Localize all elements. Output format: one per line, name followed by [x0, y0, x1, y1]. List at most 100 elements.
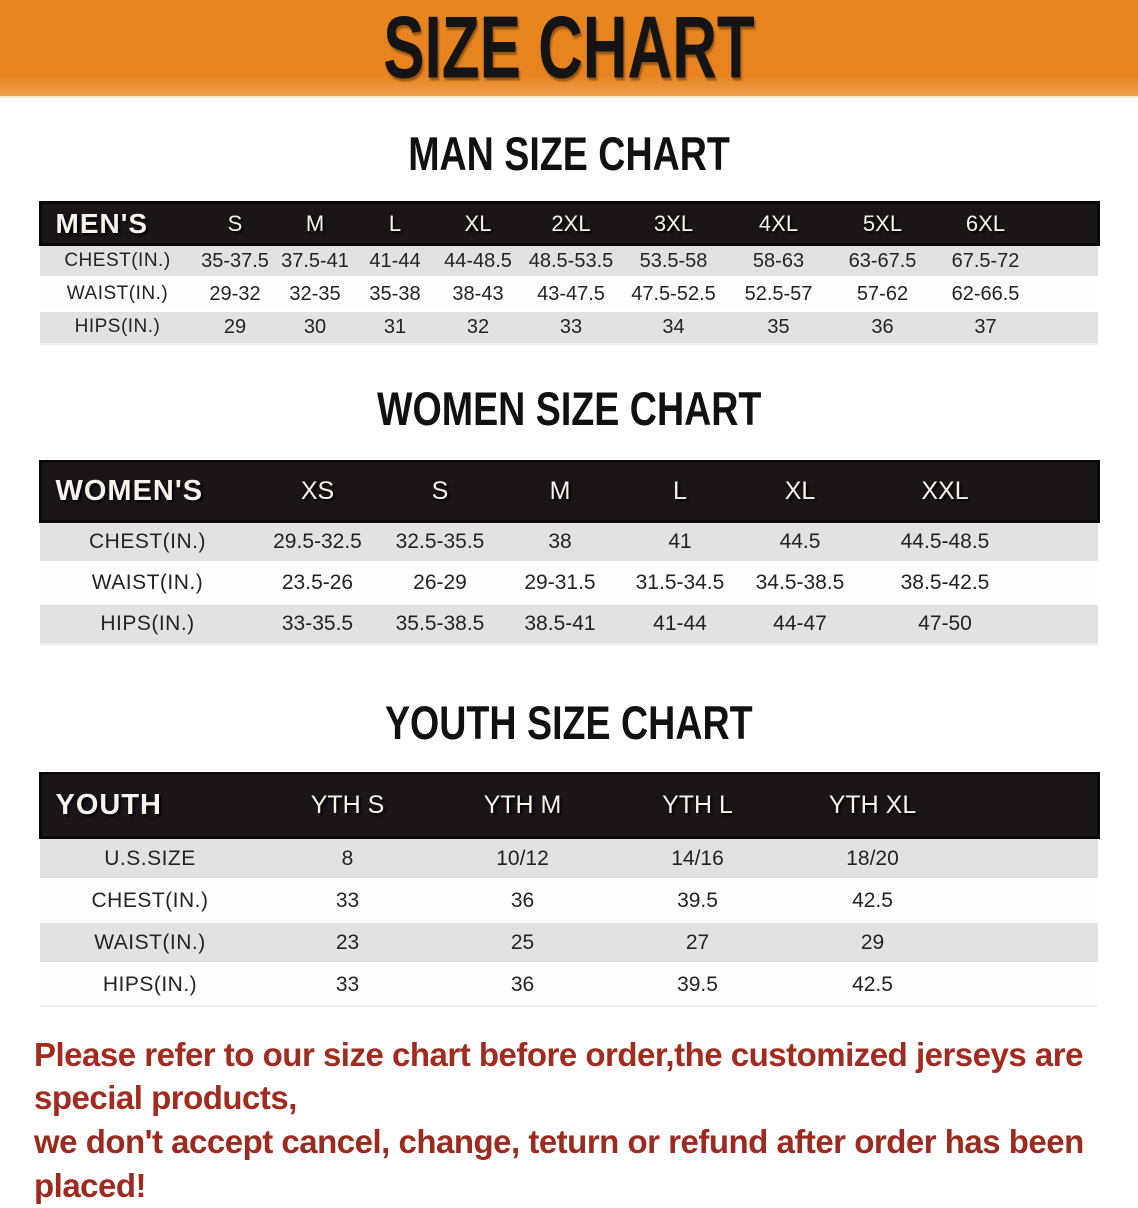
size-value-cell: 29.5-32.5	[255, 521, 380, 562]
banner-title: SIZE CHART	[383, 0, 755, 98]
size-value-cell: 42.5	[785, 880, 960, 922]
size-value-cell: 32-35	[275, 278, 355, 311]
size-value-cell: 38	[500, 521, 620, 562]
size-value-cell: 10/12	[435, 838, 610, 880]
size-value-cell: 67.5-72	[934, 245, 1037, 278]
size-column-header: 3XL	[621, 203, 726, 245]
table-title-cell: YOUTH	[40, 774, 260, 838]
size-value-cell: 8	[260, 838, 435, 880]
size-value-cell: 29-31.5	[500, 562, 620, 603]
man-section-heading-text: MAN SIZE CHART	[408, 126, 730, 181]
size-column-header: M	[500, 461, 620, 521]
size-column-header: YTH M	[435, 774, 610, 838]
size-value-cell: 44.5	[740, 521, 860, 562]
size-value-cell: 29-32	[195, 278, 275, 311]
size-value-cell: 34	[621, 311, 726, 344]
size-column-header: L	[620, 461, 740, 521]
size-value-cell: 14/16	[610, 838, 785, 880]
size-value-cell: 30	[275, 311, 355, 344]
header-spacer	[1037, 203, 1098, 245]
size-value-cell: 37.5-41	[275, 245, 355, 278]
size-column-header: L	[355, 203, 435, 245]
size-value-cell: 35.5-38.5	[380, 603, 500, 644]
size-value-cell: 52.5-57	[726, 278, 831, 311]
size-value-cell: 43-47.5	[521, 278, 621, 311]
youth-section-heading-text: YOUTH SIZE CHART	[385, 695, 753, 750]
row-spacer	[1037, 278, 1098, 311]
row-spacer	[960, 880, 1098, 922]
size-value-cell: 58-63	[726, 245, 831, 278]
size-value-cell: 47.5-52.5	[621, 278, 726, 311]
size-value-cell: 27	[610, 922, 785, 964]
table-title-cell: MEN'S	[40, 203, 195, 245]
size-value-cell: 36	[831, 311, 934, 344]
size-column-header: XXL	[860, 461, 1030, 521]
size-value-cell: 23	[260, 922, 435, 964]
disclaimer: Please refer to our size chart before or…	[0, 1033, 1138, 1208]
measurement-row-label: CHEST(IN.)	[40, 521, 255, 562]
size-value-cell: 57-62	[831, 278, 934, 311]
size-value-cell: 38.5-41	[500, 603, 620, 644]
size-value-cell: 41-44	[620, 603, 740, 644]
size-value-cell: 38.5-42.5	[860, 562, 1030, 603]
measurement-row-label: HIPS(IN.)	[40, 964, 260, 1006]
size-value-cell: 36	[435, 880, 610, 922]
size-value-cell: 42.5	[785, 964, 960, 1006]
size-value-cell: 33-35.5	[255, 603, 380, 644]
size-value-cell: 33	[260, 964, 435, 1006]
measurement-row-label: WAIST(IN.)	[40, 278, 195, 311]
size-column-header: S	[195, 203, 275, 245]
size-value-cell: 32	[435, 311, 521, 344]
size-column-header: XL	[740, 461, 860, 521]
header-spacer	[1030, 461, 1098, 521]
row-spacer	[1037, 311, 1098, 344]
row-spacer	[1030, 521, 1098, 562]
size-value-cell: 29	[195, 311, 275, 344]
size-column-header: 4XL	[726, 203, 831, 245]
size-value-cell: 25	[435, 922, 610, 964]
size-column-header: YTH L	[610, 774, 785, 838]
size-value-cell: 26-29	[380, 562, 500, 603]
size-value-cell: 62-66.5	[934, 278, 1037, 311]
size-value-cell: 34.5-38.5	[740, 562, 860, 603]
row-spacer	[960, 964, 1098, 1006]
women-section-heading: WOMEN SIZE CHART	[0, 381, 1138, 436]
size-value-cell: 29	[785, 922, 960, 964]
size-value-cell: 44-47	[740, 603, 860, 644]
table-title-cell: WOMEN'S	[40, 461, 255, 521]
size-value-cell: 38-43	[435, 278, 521, 311]
measurement-row-label: U.S.SIZE	[40, 838, 260, 880]
size-chart-banner: SIZE CHART	[0, 0, 1138, 98]
size-value-cell: 35-37.5	[195, 245, 275, 278]
size-value-cell: 63-67.5	[831, 245, 934, 278]
size-column-header: 6XL	[934, 203, 1037, 245]
measurement-row-label: WAIST(IN.)	[40, 922, 260, 964]
women-section-heading-text: WOMEN SIZE CHART	[377, 381, 761, 436]
size-value-cell: 39.5	[610, 964, 785, 1006]
size-value-cell: 31	[355, 311, 435, 344]
size-value-cell: 47-50	[860, 603, 1030, 644]
man-section-heading: MAN SIZE CHART	[0, 126, 1138, 181]
size-value-cell: 33	[260, 880, 435, 922]
size-column-header: XS	[255, 461, 380, 521]
size-column-header: 5XL	[831, 203, 934, 245]
